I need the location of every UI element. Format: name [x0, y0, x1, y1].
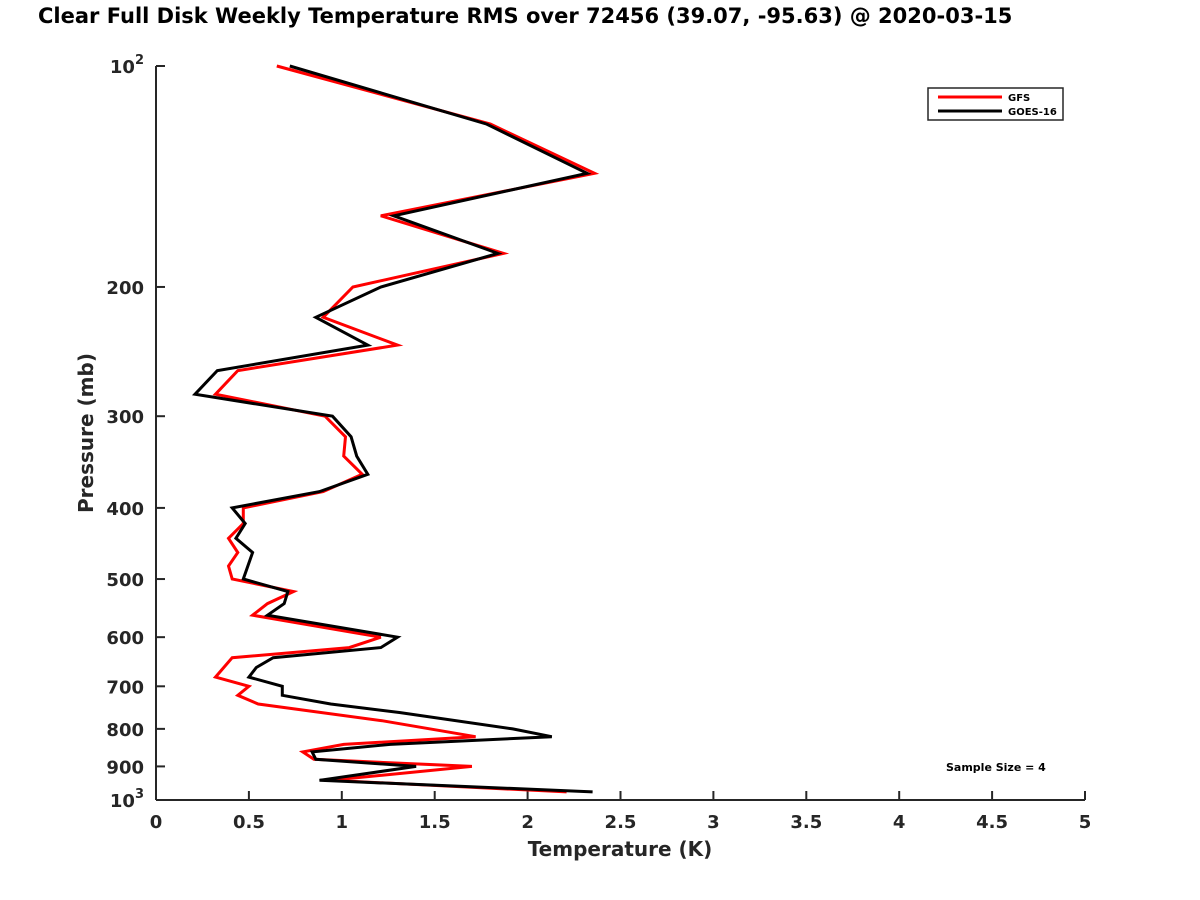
- y-tick-label: 200: [106, 278, 144, 299]
- y-tick-label: 102: [110, 53, 144, 78]
- legend-label-goes16: GOES-16: [1008, 107, 1057, 118]
- y-tick-label: 900: [106, 757, 144, 778]
- y-tick-label: 800: [106, 720, 144, 741]
- x-tick-label: 4.5: [976, 812, 1008, 833]
- legend-box: [927, 87, 1064, 121]
- x-tick-label: 5: [1079, 812, 1092, 833]
- x-axis-label: Temperature (K): [528, 837, 713, 861]
- y-tick-label: 400: [106, 499, 144, 520]
- x-tick-label: 2.5: [605, 812, 637, 833]
- y-tick-label: 700: [106, 677, 144, 698]
- x-tick-label: 2: [521, 812, 534, 833]
- y-tick-label: 300: [106, 407, 144, 428]
- y-tick-label: 103: [110, 787, 144, 812]
- y-tick-label: 600: [106, 628, 144, 649]
- x-tick-label: 3.5: [790, 812, 822, 833]
- legend-label-gfs: GFS: [1008, 93, 1030, 104]
- x-tick-label: 3: [707, 812, 720, 833]
- x-tick-label: 1.5: [419, 812, 451, 833]
- x-tick-label: 4: [893, 812, 906, 833]
- axes: 0 0.5 1 1.5 2 2.5 3 3.5 4 4.5 5 102 200 300 400 500 600 7…: [106, 53, 1091, 833]
- y-axis-label: Pressure (mb): [74, 353, 98, 513]
- legend: GFS GOES-16: [927, 87, 1064, 121]
- y-tick-label: 500: [106, 570, 144, 591]
- series-line-gfs: [212, 64, 600, 794]
- series-lines: [191, 64, 600, 794]
- x-tick-label: 0.5: [233, 812, 265, 833]
- chart-title: Clear Full Disk Weekly Temperature RMS o…: [38, 4, 1013, 28]
- sample-size-annotation: Sample Size = 4: [946, 761, 1046, 774]
- x-tick-label: 0: [150, 812, 163, 833]
- x-tick-label: 1: [336, 812, 349, 833]
- series-line-goes16: [191, 64, 593, 794]
